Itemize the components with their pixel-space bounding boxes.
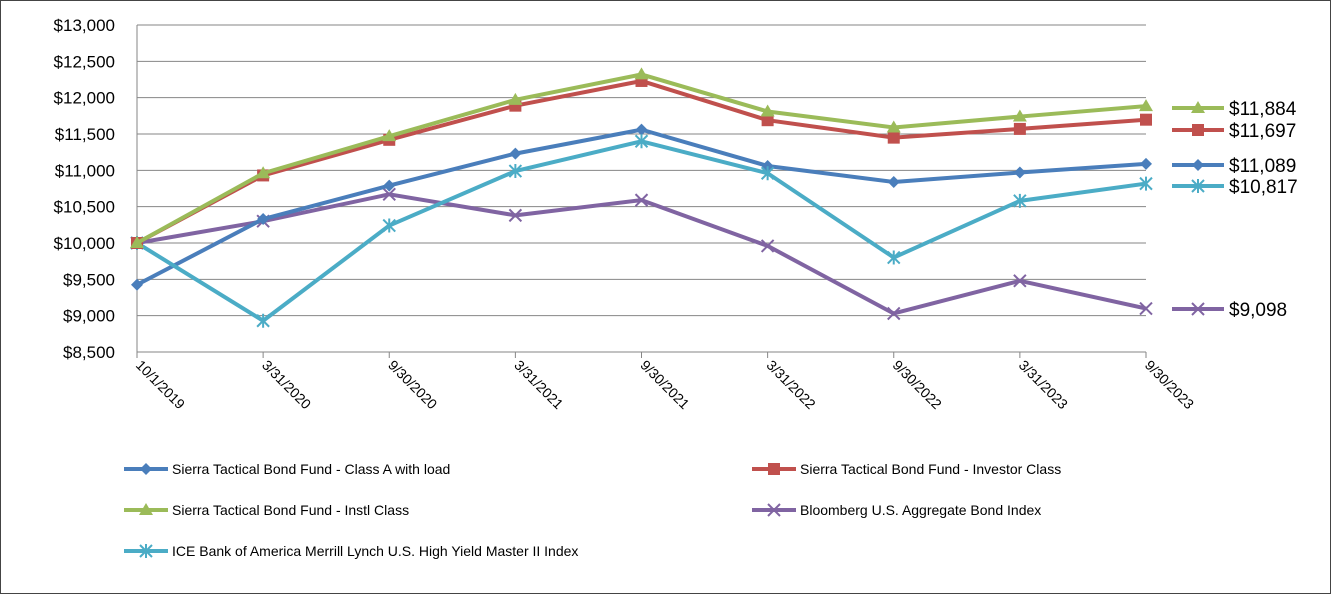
x-tick-label: 9/30/2020 (385, 357, 441, 413)
legend-label: Sierra Tactical Bond Fund - Investor Cla… (800, 461, 1061, 477)
legend-label: Sierra Tactical Bond Fund - Instl Class (172, 502, 409, 518)
data-point (760, 104, 775, 117)
data-point (1013, 274, 1027, 288)
data-point (508, 208, 523, 223)
series-1 (131, 74, 1152, 249)
data-point (1139, 99, 1153, 112)
data-point (1013, 166, 1026, 179)
data-point (256, 313, 270, 328)
x-tick-label: 3/31/2023 (1016, 357, 1072, 413)
legend-item: Sierra Tactical Bond Fund - Instl Class (124, 502, 409, 518)
data-point (761, 114, 774, 127)
legend-item: Bloomberg U.S. Aggregate Bond Index (752, 502, 1041, 518)
data-point (130, 236, 144, 248)
legend-item: Sierra Tactical Bond Fund - Class A with… (124, 461, 450, 477)
y-tick-label: $9,000 (63, 307, 115, 326)
data-point (382, 218, 396, 233)
data-point (139, 544, 153, 558)
legend-label: Bloomberg U.S. Aggregate Bond Index (800, 502, 1041, 518)
data-point (382, 129, 397, 142)
data-point (1140, 113, 1152, 126)
series-line (136, 78, 1147, 245)
series-4 (130, 134, 1153, 328)
end-label-2: $11,884 (1172, 99, 1297, 120)
end-label-text: $10,817 (1229, 177, 1298, 198)
data-point (1139, 301, 1153, 316)
data-point (767, 503, 781, 517)
x-tick-label: 9/30/2022 (890, 357, 946, 413)
y-tick-label: $10,500 (54, 198, 115, 217)
series-line (136, 127, 1147, 287)
data-point (634, 67, 649, 80)
end-label-1: $11,697 (1172, 121, 1296, 142)
end-label-text: $11,089 (1229, 156, 1296, 177)
data-point (760, 239, 775, 253)
data-point (634, 134, 649, 149)
data-point (131, 278, 143, 291)
data-point (887, 175, 900, 188)
data-point (1192, 124, 1204, 136)
data-point (140, 463, 152, 475)
data-point (635, 123, 648, 136)
data-point (634, 193, 649, 207)
x-tick-label: 3/31/2022 (764, 357, 820, 413)
x-tick-label: 3/31/2021 (511, 357, 567, 413)
y-tick-label: $10,000 (54, 234, 115, 253)
data-point (1012, 109, 1027, 122)
y-tick-label: $11,500 (55, 125, 115, 144)
legend-label: ICE Bank of America Merrill Lynch U.S. H… (172, 543, 578, 559)
data-point (1191, 302, 1205, 316)
y-tick-label: $13,000 (54, 16, 115, 35)
y-tick-label: $11,000 (55, 161, 115, 180)
legend-item: Sierra Tactical Bond Fund - Investor Cla… (752, 461, 1061, 477)
y-tick-label: $9,500 (63, 270, 115, 289)
data-point (508, 92, 523, 105)
x-tick-label: 9/30/2023 (1142, 357, 1198, 413)
x-tick-label: 3/31/2020 (259, 357, 315, 413)
end-label-4: $10,817 (1172, 177, 1298, 198)
data-point (887, 131, 900, 144)
series-2 (130, 67, 1153, 248)
legend-item: ICE Bank of America Merrill Lynch U.S. H… (124, 543, 578, 559)
data-point (382, 187, 396, 202)
end-label-0: $11,089 (1172, 156, 1296, 177)
series-3 (130, 187, 1153, 321)
data-point (257, 213, 270, 226)
data-point (1139, 176, 1153, 191)
data-point (887, 250, 901, 265)
data-point (1013, 193, 1027, 208)
series-0 (131, 123, 1152, 291)
data-point (139, 503, 153, 515)
data-point (508, 164, 523, 179)
x-tick-label: 10/1/2019 (133, 357, 189, 413)
y-tick-label: $12,000 (54, 89, 115, 108)
end-label-text: $11,697 (1229, 121, 1296, 142)
data-point (768, 463, 780, 475)
data-point (1191, 101, 1205, 113)
data-point (760, 166, 775, 181)
y-tick-label: $8,500 (63, 343, 115, 362)
data-point (383, 179, 396, 192)
data-point (1191, 179, 1205, 193)
data-point (1140, 157, 1152, 170)
data-point (1013, 122, 1026, 135)
legend-label: Sierra Tactical Bond Fund - Class A with… (172, 461, 450, 477)
data-point (886, 120, 901, 133)
end-label-text: $9,098 (1229, 300, 1287, 321)
end-label-3: $9,098 (1172, 300, 1287, 321)
data-point (256, 166, 271, 179)
y-tick-label: $12,500 (54, 52, 115, 71)
data-point (509, 147, 522, 160)
x-tick-label: 9/30/2021 (637, 357, 693, 413)
data-point (1192, 159, 1204, 171)
data-point (887, 306, 901, 321)
end-label-text: $11,884 (1229, 99, 1297, 120)
